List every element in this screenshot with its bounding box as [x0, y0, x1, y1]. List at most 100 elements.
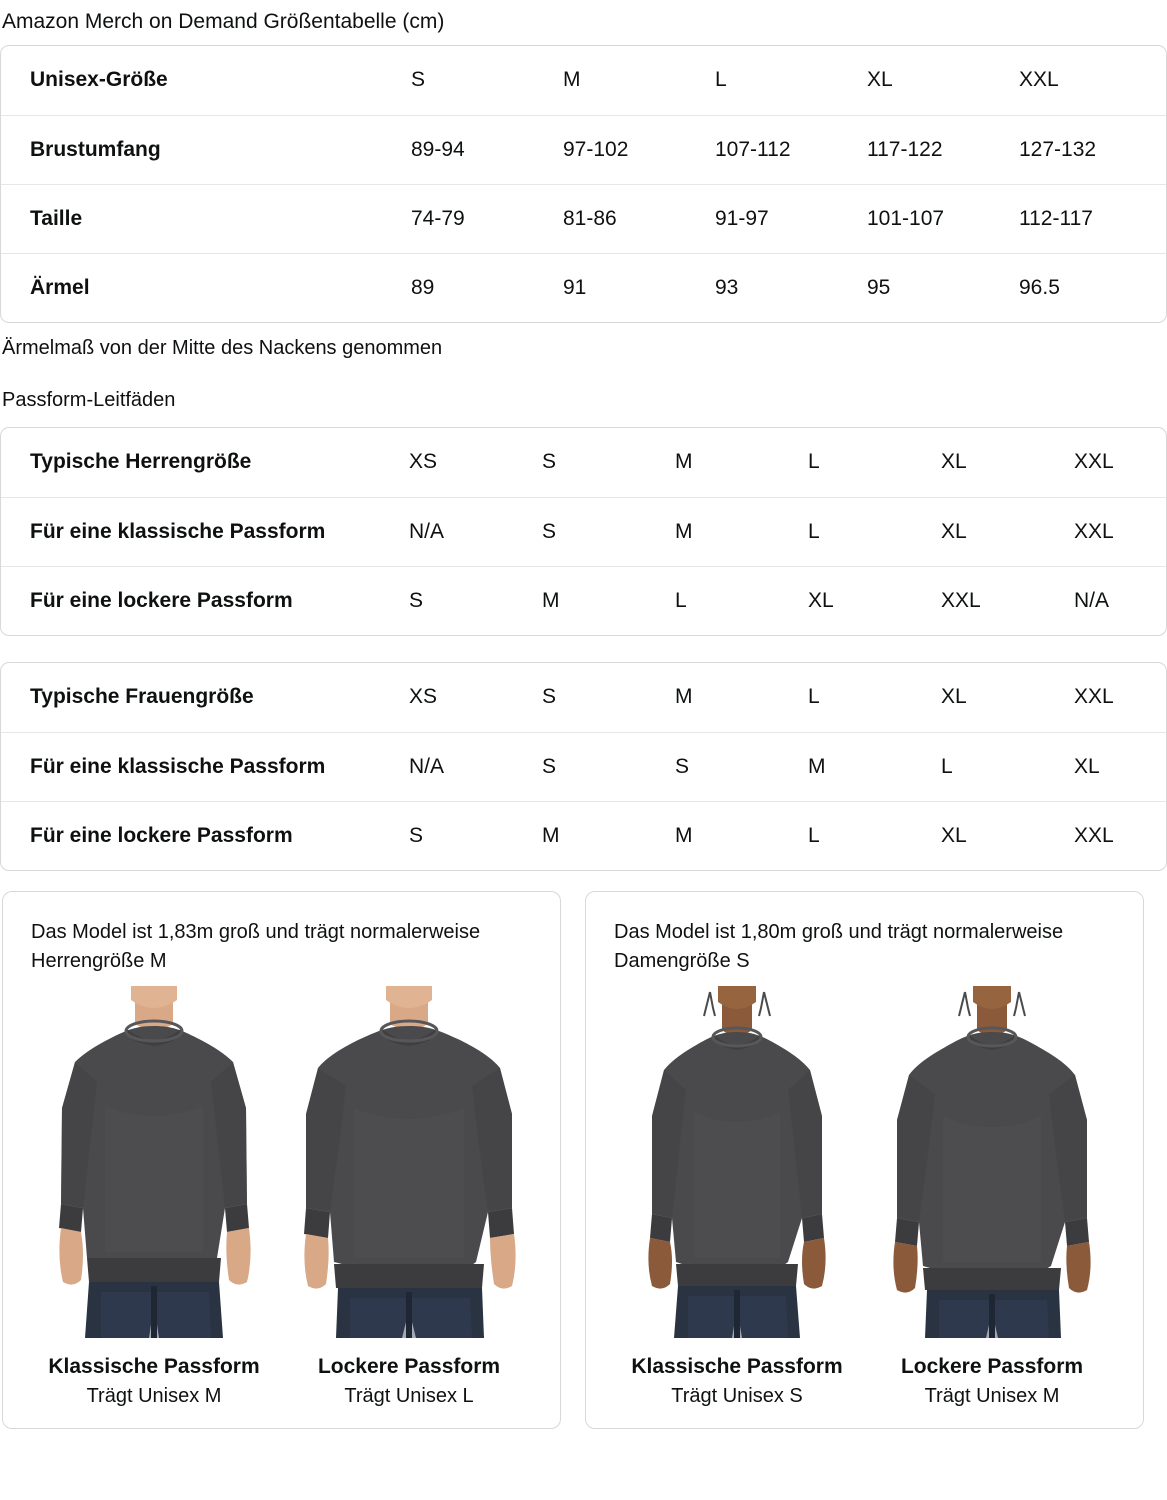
womens-loose-xl: XL: [941, 800, 1074, 870]
mens-size-l: L: [808, 450, 820, 474]
mens-classic-s: S: [542, 496, 675, 566]
fit-guides-heading: Passform-Leitfäden: [2, 389, 176, 411]
table-row: Für eine lockere Passform S M M L XL XXL: [1, 800, 1166, 870]
womens-classic-xxl: XL: [1074, 731, 1166, 801]
female-model-intro: Das Model ist 1,80m groß und trägt norma…: [614, 921, 1064, 972]
size-header-s: S: [411, 68, 426, 92]
womens-classic-xl: L: [941, 731, 1074, 801]
female-loose-wears: Trägt Unisex M: [924, 1385, 1060, 1407]
chest-xxl: 127-132: [1019, 114, 1166, 184]
mens-loose-fit-label: Für eine lockere Passform: [1, 565, 409, 635]
womens-size-xl: XL: [941, 685, 967, 709]
waist-xl: 101-107: [867, 183, 1019, 253]
mens-classic-fit-label: Für eine klassische Passform: [1, 496, 409, 566]
sleeve-s: 89: [411, 252, 563, 322]
chest-m: 97-102: [563, 114, 715, 184]
male-model-classic-illustration: [31, 986, 277, 1338]
waist-l: 91-97: [715, 183, 867, 253]
womens-fit-table: Typische Frauengröße XS S M L XL XXL Für…: [1, 663, 1166, 870]
waist-m: 81-86: [563, 183, 715, 253]
womens-typical-size-label: Typische Frauengröße: [30, 685, 254, 709]
male-model-loose-illustration: [286, 986, 532, 1338]
womens-size-s: S: [542, 685, 557, 709]
female-classic-fit-photo: [614, 986, 860, 1338]
womens-classic-l: M: [808, 731, 941, 801]
womens-classic-s: S: [542, 731, 675, 801]
size-header-m: M: [563, 68, 581, 92]
male-loose-wears: Trägt Unisex L: [344, 1385, 474, 1407]
mens-fit-table: Typische Herrengröße XS S M L XL XXL Für…: [1, 428, 1166, 635]
womens-classic-xs: N/A: [409, 731, 542, 801]
table-row: Ärmel 89 91 93 95 96.5: [1, 252, 1166, 322]
model-cards-row: Das Model ist 1,83m groß und trägt norma…: [0, 871, 1167, 1429]
page-title: Amazon Merch on Demand Größentabelle (cm…: [2, 10, 445, 33]
mens-loose-l: XL: [808, 565, 941, 635]
table-row: Taille 74-79 81-86 91-97 101-107 112-117: [1, 183, 1166, 253]
male-loose-caption: Lockere Passform Trägt Unisex L: [286, 1354, 532, 1410]
waist-s: 74-79: [411, 183, 563, 253]
female-loose-fit-photo: [869, 986, 1115, 1338]
size-header-xl: XL: [867, 68, 893, 92]
male-model-card: Das Model ist 1,83m groß und trägt norma…: [2, 891, 561, 1429]
womens-size-xxl: XXL: [1074, 685, 1114, 709]
womens-loose-s: M: [542, 800, 675, 870]
mens-size-s: S: [542, 450, 557, 474]
womens-size-xs: XS: [409, 685, 438, 709]
male-loose-fit-figure: [286, 986, 532, 1338]
male-figures: [31, 986, 532, 1338]
womens-size-l: L: [808, 685, 820, 709]
sleeve-xl: 95: [867, 252, 1019, 322]
table-row: Brustumfang 89-94 97-102 107-112 117-122…: [1, 114, 1166, 184]
table-row: Für eine klassische Passform N/A S S M L…: [1, 731, 1166, 801]
mens-classic-xl: XL: [941, 496, 1074, 566]
female-classic-fit-figure: [614, 986, 860, 1338]
waist-xxl: 112-117: [1019, 183, 1166, 253]
row-label-sleeve: Ärmel: [1, 252, 411, 322]
male-classic-caption: Klassische Passform Trägt Unisex M: [31, 1354, 277, 1410]
male-classic-fit-photo: [31, 986, 277, 1338]
female-model-classic-illustration: [614, 986, 860, 1338]
sleeve-m: 91: [563, 252, 715, 322]
chest-xl: 117-122: [867, 114, 1019, 184]
female-model-loose-illustration: [869, 986, 1115, 1338]
male-classic-fit-figure: [31, 986, 277, 1338]
male-loose-fit-photo: [286, 986, 532, 1338]
male-loose-fit-label: Lockere Passform: [317, 1355, 501, 1378]
size-header-xxl: XXL: [1019, 68, 1059, 92]
chest-l: 107-112: [715, 114, 867, 184]
table-spacer: [0, 636, 1167, 662]
female-loose-fit-label: Lockere Passform: [900, 1355, 1084, 1378]
womens-loose-l: L: [808, 800, 941, 870]
mens-loose-s: M: [542, 565, 675, 635]
female-classic-fit-label: Klassische Passform: [631, 1355, 843, 1378]
chest-s: 89-94: [411, 114, 563, 184]
womens-loose-xs: S: [409, 800, 542, 870]
mens-classic-l: L: [808, 496, 941, 566]
womens-size-m: M: [675, 685, 693, 709]
row-label-chest: Brustumfang: [1, 114, 411, 184]
table-header-row: Unisex-Größe S M L XL XXL: [1, 46, 1166, 115]
sleeve-xxl: 96.5: [1019, 252, 1166, 322]
mens-typical-size-label: Typische Herrengröße: [30, 450, 252, 474]
womens-loose-fit-label: Für eine lockere Passform: [1, 800, 409, 870]
male-model-intro: Das Model ist 1,83m groß und trägt norma…: [31, 921, 481, 972]
size-header-l: L: [715, 68, 727, 92]
mens-classic-m: M: [675, 496, 808, 566]
mens-loose-xxl: N/A: [1074, 565, 1166, 635]
female-loose-fit-figure: [869, 986, 1115, 1338]
womens-classic-fit-label: Für eine klassische Passform: [1, 731, 409, 801]
table-row: Für eine klassische Passform N/A S M L X…: [1, 496, 1166, 566]
row-label-waist: Taille: [1, 183, 411, 253]
table-header-label: Unisex-Größe: [30, 68, 168, 92]
womens-loose-xxl: XXL: [1074, 800, 1166, 870]
unisex-size-table: Unisex-Größe S M L XL XXL Brustumfang 89…: [1, 46, 1166, 322]
mens-size-m: M: [675, 450, 693, 474]
female-classic-wears: Trägt Unisex S: [671, 1385, 803, 1407]
female-model-card: Das Model ist 1,80m groß und trägt norma…: [585, 891, 1144, 1429]
sleeve-measurement-note: Ärmelmaß von der Mitte des Nackens genom…: [2, 337, 443, 359]
table-header-row: Typische Frauengröße XS S M L XL XXL: [1, 663, 1166, 732]
female-figures: [614, 986, 1115, 1338]
womens-loose-m: M: [675, 800, 808, 870]
mens-size-xs: XS: [409, 450, 438, 474]
